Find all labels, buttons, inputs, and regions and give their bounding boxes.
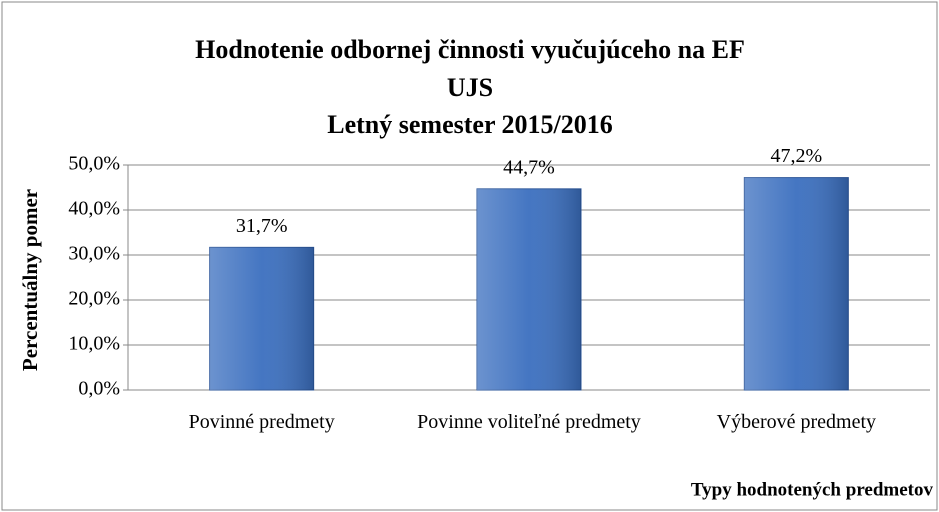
y-axis-title: Percentuálny pomer [18, 189, 42, 371]
x-tick-label: Povinné predmety [188, 411, 335, 433]
y-tick-label: 10,0% [68, 333, 120, 355]
y-tick-label: 20,0% [68, 288, 120, 310]
chart-title: UJS [447, 73, 493, 102]
x-tick-label: Výberové predmety [716, 411, 877, 433]
x-tick-label: Povinne voliteľné predmety [417, 411, 641, 433]
bar [743, 177, 849, 391]
chart-subtitle: Letný semester 2015/2016 [327, 110, 612, 139]
y-tick-label: 30,0% [68, 243, 120, 265]
x-axis-title: Typy hodnotených predmetov [691, 479, 934, 500]
data-label: 31,7% [236, 215, 288, 237]
data-label: 44,7% [503, 156, 555, 178]
chart-title: Hodnotenie odbornej činnosti vyučujúceho… [195, 35, 745, 64]
bar [476, 188, 582, 391]
bar [209, 246, 315, 391]
y-tick-label: 0,0% [78, 378, 120, 400]
y-tick-label: 40,0% [68, 198, 120, 220]
y-tick-label: 50,0% [68, 153, 120, 175]
data-label: 47,2% [770, 145, 822, 167]
